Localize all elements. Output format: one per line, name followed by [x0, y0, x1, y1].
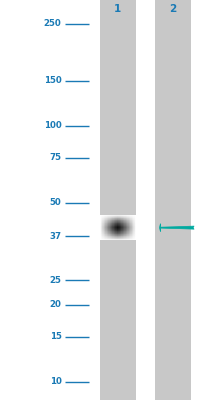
FancyBboxPatch shape — [155, 0, 190, 400]
Text: 150: 150 — [43, 76, 61, 85]
Text: 20: 20 — [49, 300, 61, 309]
Text: 100: 100 — [43, 121, 61, 130]
Text: 250: 250 — [43, 20, 61, 28]
Text: 1: 1 — [114, 4, 121, 14]
FancyBboxPatch shape — [99, 0, 135, 400]
Text: 37: 37 — [49, 232, 61, 241]
Text: 25: 25 — [49, 276, 61, 284]
Text: 2: 2 — [169, 4, 176, 14]
Text: 75: 75 — [49, 153, 61, 162]
Text: 15: 15 — [49, 332, 61, 341]
Text: 50: 50 — [50, 198, 61, 208]
Text: 10: 10 — [49, 378, 61, 386]
